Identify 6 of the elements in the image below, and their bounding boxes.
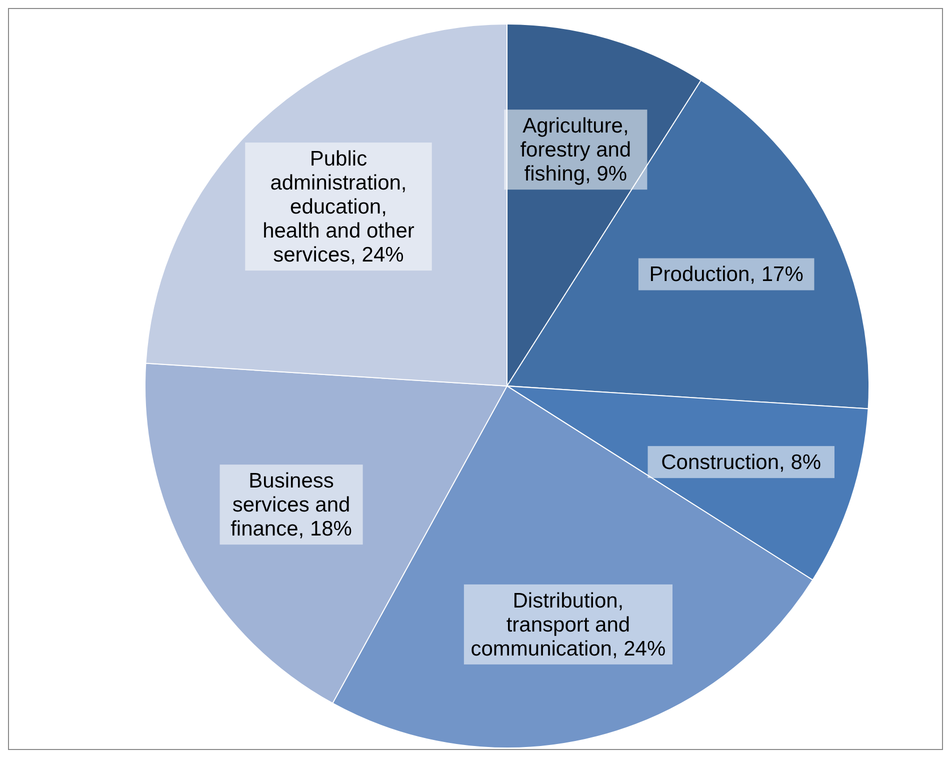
slice-label: Construction, 8% xyxy=(661,451,822,474)
slice-label: Agriculture, forestry and fishing, 9% xyxy=(520,114,632,186)
slice-label: Business services and finance, 18% xyxy=(230,470,352,541)
slice-label: Public administration, education, health and other services, 24% xyxy=(262,148,414,267)
slice-label: Distribution, transport and communication, 24% xyxy=(470,589,666,660)
slice-label: Production, 17% xyxy=(649,263,804,286)
